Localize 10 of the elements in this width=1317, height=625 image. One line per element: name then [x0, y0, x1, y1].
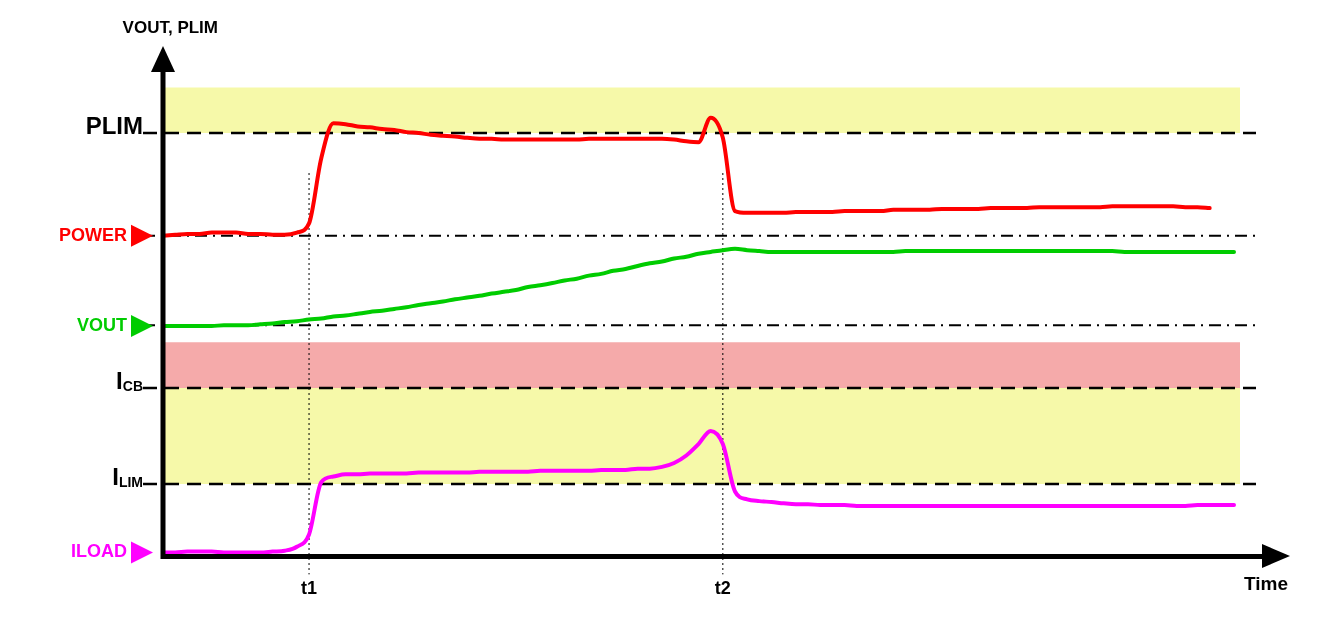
ref-line-label: ICB: [116, 366, 144, 394]
x-tick-label: t2: [714, 578, 731, 599]
legend-label: ILOAD: [71, 541, 127, 562]
x-axis-title: Time: [1244, 572, 1289, 594]
ref-line-label: ILIM: [112, 462, 144, 490]
legend-label: POWER: [59, 224, 128, 245]
legend-label: VOUT: [77, 315, 128, 336]
y-axis-title: VOUT, PLIM: [122, 17, 219, 37]
x-tick-label: t1: [301, 578, 318, 599]
ref-line-label: PLIM: [85, 111, 143, 139]
